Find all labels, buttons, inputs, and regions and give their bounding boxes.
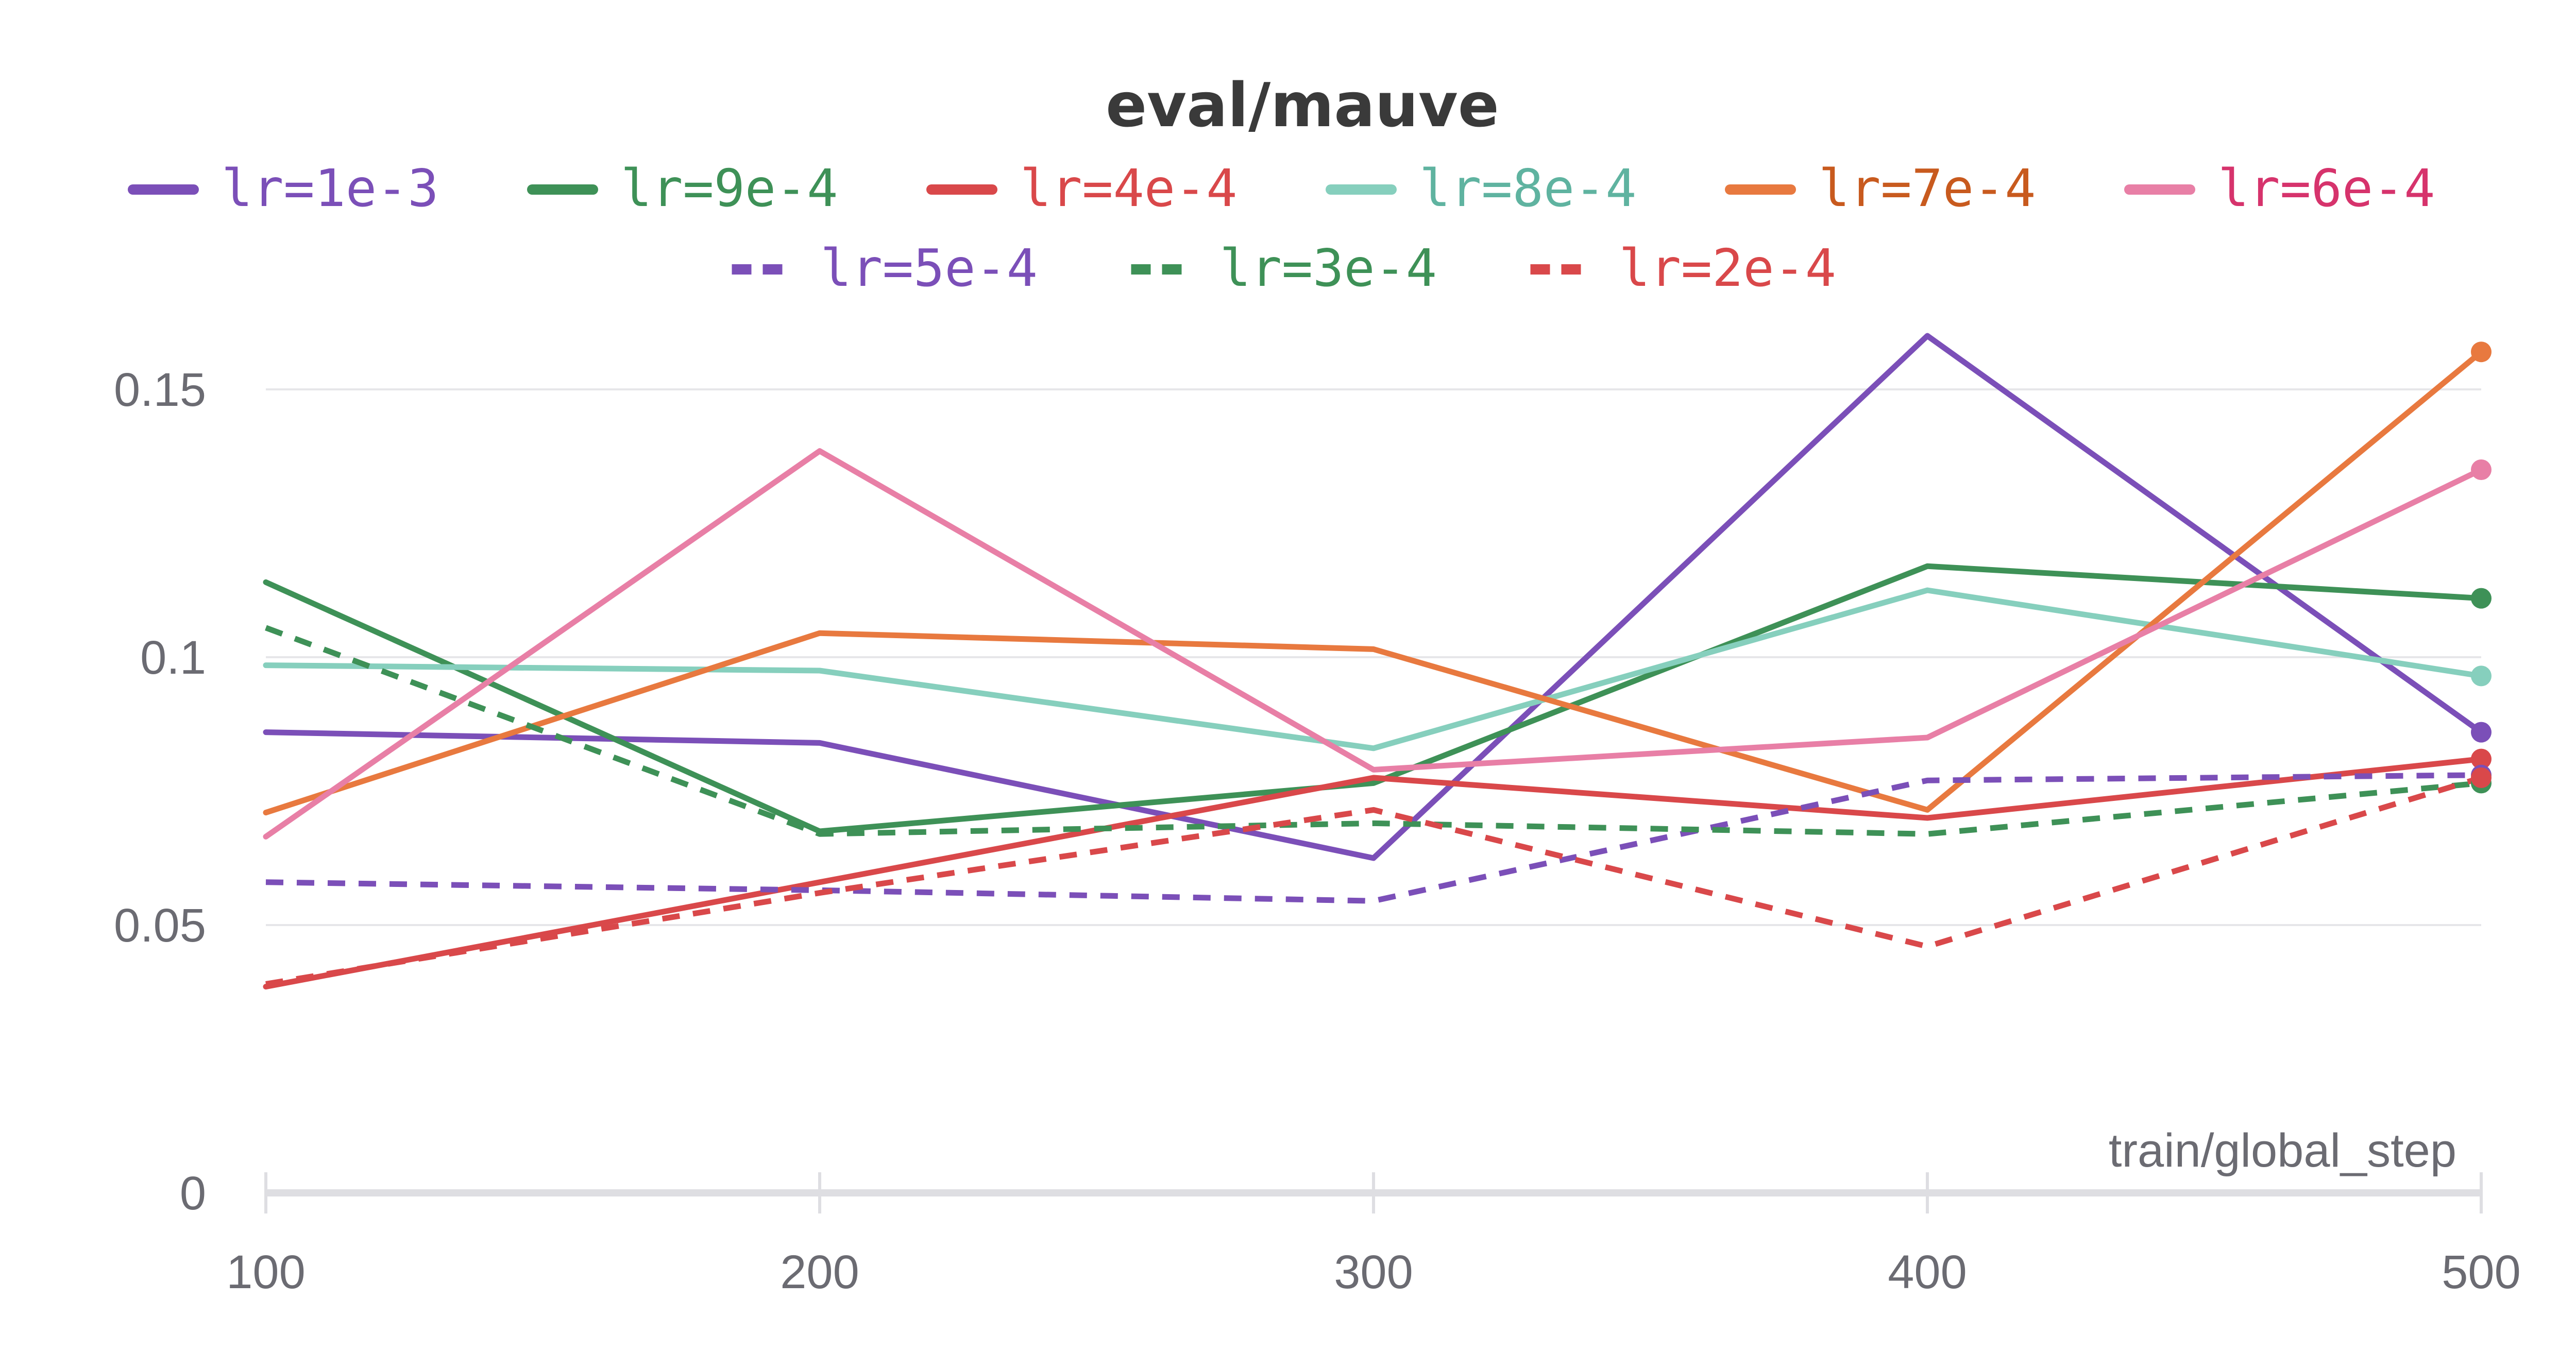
legend-item[interactable]: lr=4e-4 [926,158,1237,218]
legend-item[interactable]: lr=7e-4 [1725,158,2036,218]
series-line [263,333,2484,861]
gridlines [266,388,2481,926]
series-lines [263,333,2484,990]
y-tick-label: 0 [180,1167,206,1220]
legend-label: lr=3e-4 [1220,238,1437,298]
legend-item[interactable]: lr=3e-4 [1131,238,1437,298]
legend: lr=1e-3 lr=9e-4 lr=4e-4 lr=8e-4 lr=7e-4 lr=6e… [128,158,2435,298]
series-end-point [2471,459,2492,480]
series-line [263,563,2484,834]
series-end-point [2471,341,2492,363]
x-axis-title: train/global_step [2109,1124,2456,1177]
y-tick-label: 0.15 [114,364,206,416]
legend-label: lr=1e-3 [222,158,438,218]
legend-label: lr=8e-4 [1419,158,1636,218]
series-end-point [2471,588,2492,609]
x-tick-label: 200 [780,1246,859,1298]
x-tick-label: 500 [2442,1246,2521,1298]
x-axis: 100 200 300 400 500 [226,1172,2521,1298]
legend-label: lr=2e-4 [1619,238,1836,298]
series-line [263,587,2484,751]
series-end-point [2471,665,2492,687]
x-tick-label: 100 [226,1246,306,1298]
series-end-points [2471,341,2492,794]
series-end-point [2471,722,2492,743]
series-line [263,756,2484,990]
legend-item[interactable]: lr=2e-4 [1530,238,1836,298]
series-end-point [2471,748,2492,770]
legend-item[interactable]: lr=6e-4 [2124,158,2435,218]
chart-title: eval/mauve [1106,70,1499,141]
y-tick-label: 0.1 [140,631,206,684]
legend-label: lr=4e-4 [1020,158,1237,218]
legend-item[interactable]: lr=9e-4 [527,158,838,218]
legend-label: lr=6e-4 [2218,158,2435,218]
legend-item[interactable]: lr=5e-4 [732,238,1038,298]
y-tick-label: 0.05 [114,899,206,952]
series-line [265,775,2482,987]
series-line [265,772,2482,904]
legend-item[interactable]: lr=8e-4 [1326,158,1636,218]
y-axis-ticks: 0 0.05 0.1 0.15 [114,364,206,1220]
series-line [263,448,2484,840]
legend-label: lr=7e-4 [1819,158,2036,218]
legend-label: lr=9e-4 [621,158,838,218]
series-end-point [2471,767,2492,788]
legend-item[interactable]: lr=1e-3 [128,158,438,218]
legend-label: lr=5e-4 [821,238,1038,298]
series-line [265,625,2482,837]
x-tick-label: 400 [1888,1246,1967,1298]
x-tick-label: 300 [1334,1246,1413,1298]
series-line [263,349,2484,816]
